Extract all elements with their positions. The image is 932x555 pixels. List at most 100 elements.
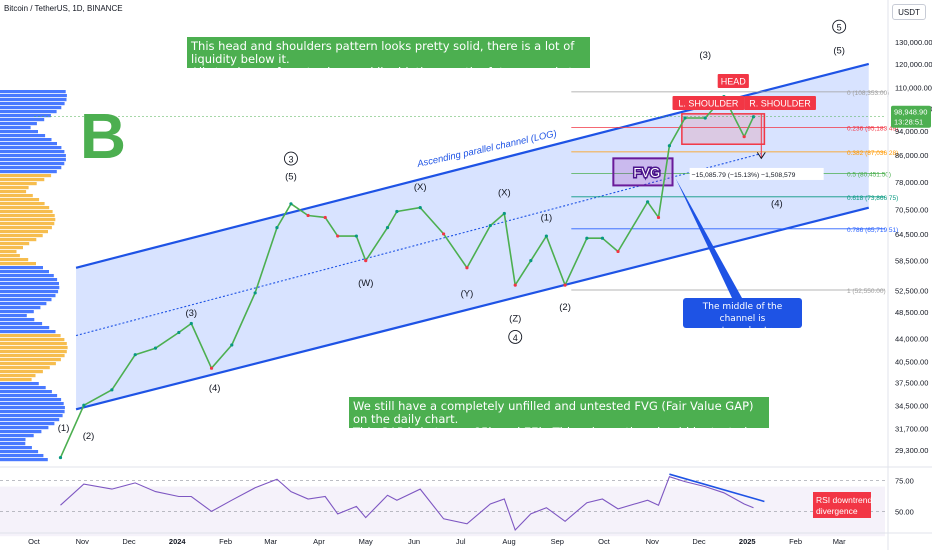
right-shoulder-label-bg	[744, 96, 816, 110]
rsi-line	[60, 476, 754, 532]
volume-profile-bar	[0, 278, 58, 282]
volume-profile-bar	[0, 450, 39, 454]
volume-profile-bar	[0, 418, 60, 422]
time-tick-label: Mar	[833, 537, 846, 546]
volume-profile-bar	[0, 274, 54, 278]
price-point	[306, 213, 310, 218]
volume-profile-bar	[0, 94, 67, 98]
wave-label: 5	[837, 23, 842, 33]
volume-profile-bar	[0, 174, 52, 178]
volume-profile-bar	[0, 322, 43, 326]
currency-button[interactable]: USDT	[892, 4, 926, 20]
volume-profile-bar	[0, 90, 66, 94]
price-tick-label: 110,000.00	[895, 84, 932, 93]
channel-lower-line	[75, 206, 870, 411]
price-point	[600, 236, 605, 240]
price-point	[323, 215, 327, 220]
volume-profile-bar	[0, 126, 31, 130]
time-tick-label: Apr	[313, 537, 325, 546]
volume-profile-bar	[0, 198, 40, 202]
price-point	[385, 226, 390, 230]
volume-profile-bar	[0, 134, 46, 138]
price-point	[82, 403, 86, 407]
time-tick-label: Oct	[598, 537, 611, 546]
wave-label: (X)	[414, 182, 427, 193]
left-shoulder-label: L. SHOULDER	[678, 99, 739, 109]
time-tick-label: May	[359, 537, 373, 546]
volume-profile-bar	[0, 402, 64, 406]
price-point	[656, 215, 661, 220]
bitcoin-logo: B	[80, 100, 126, 172]
volume-profile-bar	[0, 430, 42, 434]
volume-profile-bar	[0, 290, 59, 294]
volume-profile-bar	[0, 266, 43, 270]
volume-profile-bar	[0, 286, 60, 290]
time-tick-label: Feb	[789, 537, 802, 546]
measure-arrowhead	[756, 152, 766, 160]
wave-label: (4)	[771, 199, 783, 210]
time-tick-label: Feb	[219, 537, 232, 546]
wave-label: 4	[513, 333, 518, 343]
rsi-note-line-2: divergence	[816, 506, 858, 516]
bottom-note-line-1: We still have a completely unfilled and …	[353, 399, 754, 426]
volume-profile-bar	[0, 258, 29, 262]
time-tick-label: 2024	[169, 537, 187, 546]
volume-profile-bar	[0, 406, 65, 410]
price-point	[395, 209, 399, 214]
volume-profile-bar	[0, 150, 65, 154]
volume-profile-bar	[0, 370, 43, 374]
price-point	[230, 343, 234, 347]
time-tick-label: Nov	[76, 537, 90, 546]
volume-profile	[0, 90, 68, 462]
fvg-label: FVG	[633, 165, 660, 180]
volume-profile-bar	[0, 214, 55, 218]
fib-label: 1 (52,550.00)	[847, 288, 886, 295]
fib-label: 0.5 (80,451.50)	[847, 171, 891, 178]
middle-note: The middle of the channel is an extremel…	[683, 298, 802, 348]
price-point	[646, 200, 650, 204]
volume-profile-bar	[0, 346, 68, 350]
top-note-line-1: This head and shoulders pattern looks pr…	[191, 39, 575, 66]
price-tick-label: 120,000.00	[895, 60, 932, 69]
volume-profile-bar	[0, 310, 34, 314]
volume-profile-bar	[0, 422, 55, 426]
rsi-note-line-1: RSI downtrend	[816, 495, 872, 505]
wave-label: (3)	[185, 308, 197, 319]
price-point	[189, 321, 193, 326]
measure-label: −15,085.79 (−15.13%) −1,508,579	[692, 172, 796, 179]
time-tick-label: Jun	[408, 537, 420, 546]
volume-profile-bar	[0, 210, 53, 214]
wave-label: (3)	[699, 50, 711, 61]
price-point	[133, 353, 137, 357]
price-tick-label: 40,500.00	[895, 357, 928, 366]
price-point	[703, 116, 707, 120]
volume-profile-bar	[0, 158, 66, 162]
time-tick-label: Dec	[122, 537, 136, 546]
volume-profile-bar	[0, 202, 45, 206]
volume-profile-bar	[0, 334, 61, 338]
price-tick-label: 86,000.00	[895, 151, 928, 160]
wave-label: (W)	[358, 278, 373, 289]
volume-profile-bar	[0, 142, 57, 146]
wave-label: (5)	[285, 171, 297, 182]
rsi-tick-label: 50.00	[895, 507, 914, 516]
wave-label: (X)	[498, 187, 511, 198]
volume-profile-bar	[0, 182, 37, 186]
volume-profile-bar	[0, 170, 57, 174]
head-label-bg	[717, 74, 749, 88]
volume-profile-bar	[0, 338, 65, 342]
fib-label: 0.618 (73,866.75)	[847, 195, 898, 202]
volume-profile-bar	[0, 154, 66, 158]
volume-profile-bar	[0, 98, 67, 102]
price-tick-label: 94,000.00	[895, 127, 928, 136]
volume-profile-bar	[0, 318, 35, 322]
price-tick-label: 130,000.00	[895, 38, 932, 47]
volume-profile-bar	[0, 386, 46, 390]
price-point	[488, 223, 492, 228]
volume-profile-bar	[0, 302, 47, 306]
volume-profile-bar	[0, 362, 56, 366]
price-point	[110, 388, 114, 392]
volume-profile-bar	[0, 446, 32, 450]
